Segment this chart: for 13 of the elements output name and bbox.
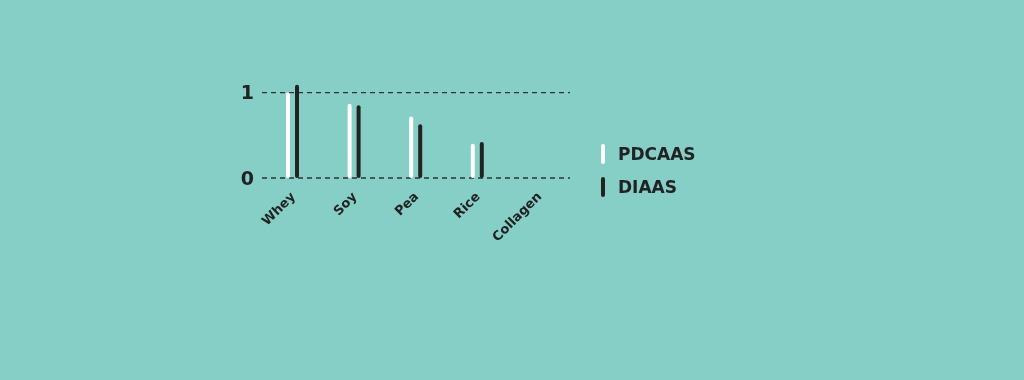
y-tick-label: 1 (240, 81, 254, 104)
y-tick-label: 0 (240, 166, 254, 189)
legend-label: PDCAAS (618, 143, 696, 164)
bar (295, 84, 299, 178)
bar (347, 103, 352, 178)
bar (356, 105, 361, 178)
bar (479, 142, 484, 178)
bar (286, 92, 290, 178)
x-tick-label: Pea (391, 188, 422, 219)
legend-label: DIAAS (618, 176, 677, 197)
bar (418, 124, 423, 178)
bar (409, 116, 414, 178)
bar (470, 143, 475, 178)
